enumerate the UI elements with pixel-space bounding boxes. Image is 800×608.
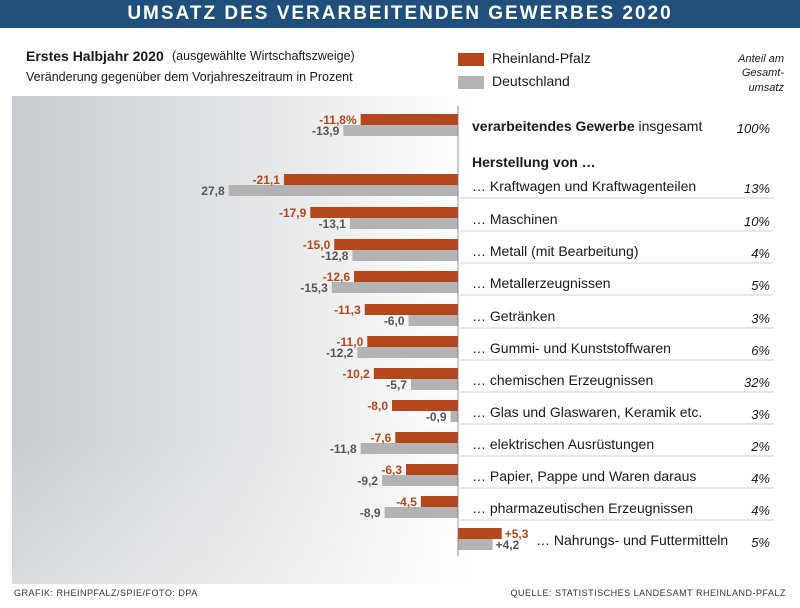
bar-de <box>382 475 458 486</box>
bar-rlp <box>420 496 458 507</box>
bar-de <box>343 125 458 136</box>
value-label-de: 27,8 <box>201 184 225 198</box>
bar-de <box>450 411 458 422</box>
bar-rlp <box>283 174 458 185</box>
chart-panel: Erstes Halbjahr 2020 (ausgewählte Wirtsc… <box>12 36 788 584</box>
value-label-de: -5,7 <box>386 378 407 392</box>
bar-de <box>352 250 458 261</box>
category-label: … chemischen Erzeugnissen <box>472 372 653 388</box>
category-label: … Gummi- und Kunststoffwaren <box>472 340 671 356</box>
bar-rlp <box>334 239 458 250</box>
bar-de <box>357 347 458 358</box>
bar-rlp <box>360 114 458 125</box>
share-value: 4% <box>751 503 770 518</box>
bar-de <box>384 507 458 518</box>
share-value: 10% <box>744 214 770 229</box>
category-label: … Metallerzeugnissen <box>472 275 611 291</box>
value-label-rlp: -4,5 <box>396 495 417 509</box>
bar-de <box>408 315 458 326</box>
bar-rlp <box>310 207 458 218</box>
category-label: … Nahrungs- und Futtermitteln <box>536 532 728 548</box>
share-value: 3% <box>751 407 770 422</box>
value-label-de: -12,8 <box>321 249 349 263</box>
category-label: … Metall (mit Bearbeitung) <box>472 243 639 259</box>
bar-de <box>228 185 458 196</box>
value-label-rlp: +5,3 <box>505 527 529 541</box>
chart-title-note: (ausgewählte Wirtschaftszweige) <box>172 49 355 63</box>
share-value: 32% <box>744 375 770 390</box>
bar-rlp <box>395 432 458 443</box>
share-value: 2% <box>750 439 770 454</box>
bar-de <box>458 539 493 550</box>
value-label-de: -8,9 <box>360 506 381 520</box>
share-value: 100% <box>737 121 770 136</box>
value-label-rlp: -12,6 <box>323 270 351 284</box>
value-label-rlp: -7,6 <box>371 431 392 445</box>
bar-rlp <box>364 304 458 315</box>
value-label-rlp: -11,8% <box>319 113 357 127</box>
category-label: … elektrischen Ausrüstungen <box>472 436 654 452</box>
share-value: 3% <box>751 311 770 326</box>
share-value: 4% <box>751 246 770 261</box>
bar-de <box>410 379 458 390</box>
footer-credit: GRAFIK: RHEINPFALZ/SPIE/FOTO: DPA <box>14 588 198 598</box>
category-label: … Getränken <box>472 308 555 324</box>
bar-rlp <box>406 464 458 475</box>
share-value: 5% <box>751 535 770 550</box>
value-label-rlp: -11,0 <box>337 335 364 349</box>
share-header: Anteil am Gesamt-umsatz <box>738 53 784 94</box>
category-label: … pharmazeutischen Erzeugnissen <box>472 500 693 516</box>
bar-rlp <box>367 336 458 347</box>
value-label-de: -0,9 <box>426 410 447 424</box>
share-value: 5% <box>751 278 770 293</box>
legend-swatch-de <box>458 76 484 89</box>
chart-subtitle: Veränderung gegenüber dem Vorjahreszeitr… <box>26 70 353 84</box>
value-label-rlp: -6,3 <box>381 463 402 477</box>
value-label-rlp: -8,0 <box>367 399 388 413</box>
legend-swatch-rlp <box>458 53 484 66</box>
legend-label-de: Deutschland <box>492 73 570 89</box>
chart-title: Erstes Halbjahr 2020 <box>26 48 164 64</box>
bar-de <box>331 282 458 293</box>
footer-source: QUELLE: STATISTISCHES LANDESAMT RHEINLAN… <box>510 588 786 598</box>
value-label-de: -6,0 <box>384 314 405 328</box>
value-label-rlp: -17,9 <box>279 206 307 220</box>
value-label-de: +4,2 <box>496 538 520 552</box>
value-label-rlp: -10,2 <box>342 367 370 381</box>
category-label: … Kraftwagen und Kraftwagenteilen <box>472 178 696 194</box>
value-label-rlp: -11,3 <box>334 303 361 317</box>
bar-chart: Herstellung von … -11,8%-13,9 verarbeitend… <box>201 106 774 556</box>
value-label-de: -13,9 <box>312 124 340 138</box>
value-label-rlp: -21,1 <box>253 173 281 187</box>
category-label: … Glas und Glaswaren, Keramik etc. <box>472 404 702 420</box>
value-label-de: -9,2 <box>357 474 378 488</box>
share-value: 4% <box>751 471 770 486</box>
category-label: … Papier, Pappe und Waren daraus <box>472 468 696 484</box>
share-value: 13% <box>744 181 770 196</box>
category-label: … Maschinen <box>472 211 558 227</box>
value-label-de: -15,3 <box>300 281 328 295</box>
value-label-de: -12,2 <box>326 346 354 360</box>
bar-de <box>349 218 458 229</box>
legend-label-rlp: Rheinland-Pfalz <box>492 50 591 66</box>
share-value: 6% <box>751 343 770 358</box>
bar-rlp <box>458 528 502 539</box>
value-label-de: -13,1 <box>319 217 347 231</box>
banner-title: UMSATZ DES VERARBEITENDEN GEWERBES 2020 <box>127 3 673 24</box>
bar-de <box>360 443 458 454</box>
bar-rlp <box>392 400 458 411</box>
bar-rlp <box>373 368 458 379</box>
category-label: verarbeitendes Gewerbe insgesamt <box>472 118 702 134</box>
bar-rlp <box>354 271 458 282</box>
section-heading: Herstellung von … <box>472 154 596 170</box>
value-label-de: -11,8 <box>330 442 357 456</box>
banner: UMSATZ DES VERARBEITENDEN GEWERBES 2020 <box>0 0 800 28</box>
value-label-rlp: -15,0 <box>303 238 331 252</box>
